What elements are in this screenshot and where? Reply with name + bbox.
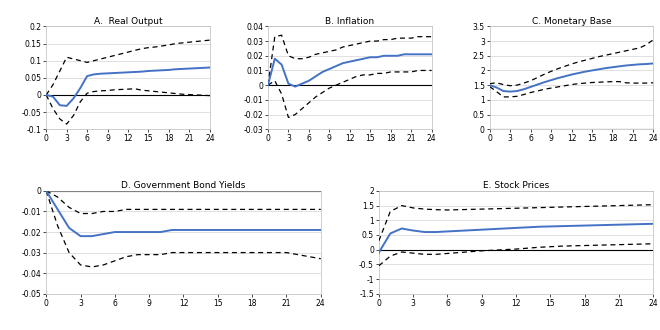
Title: E. Stock Prices: E. Stock Prices bbox=[483, 181, 549, 190]
Title: B. Inflation: B. Inflation bbox=[325, 16, 374, 26]
Title: D. Government Bond Yields: D. Government Bond Yields bbox=[121, 181, 246, 190]
Title: C. Monetary Base: C. Monetary Base bbox=[532, 16, 611, 26]
Title: A.  Real Output: A. Real Output bbox=[94, 16, 162, 26]
